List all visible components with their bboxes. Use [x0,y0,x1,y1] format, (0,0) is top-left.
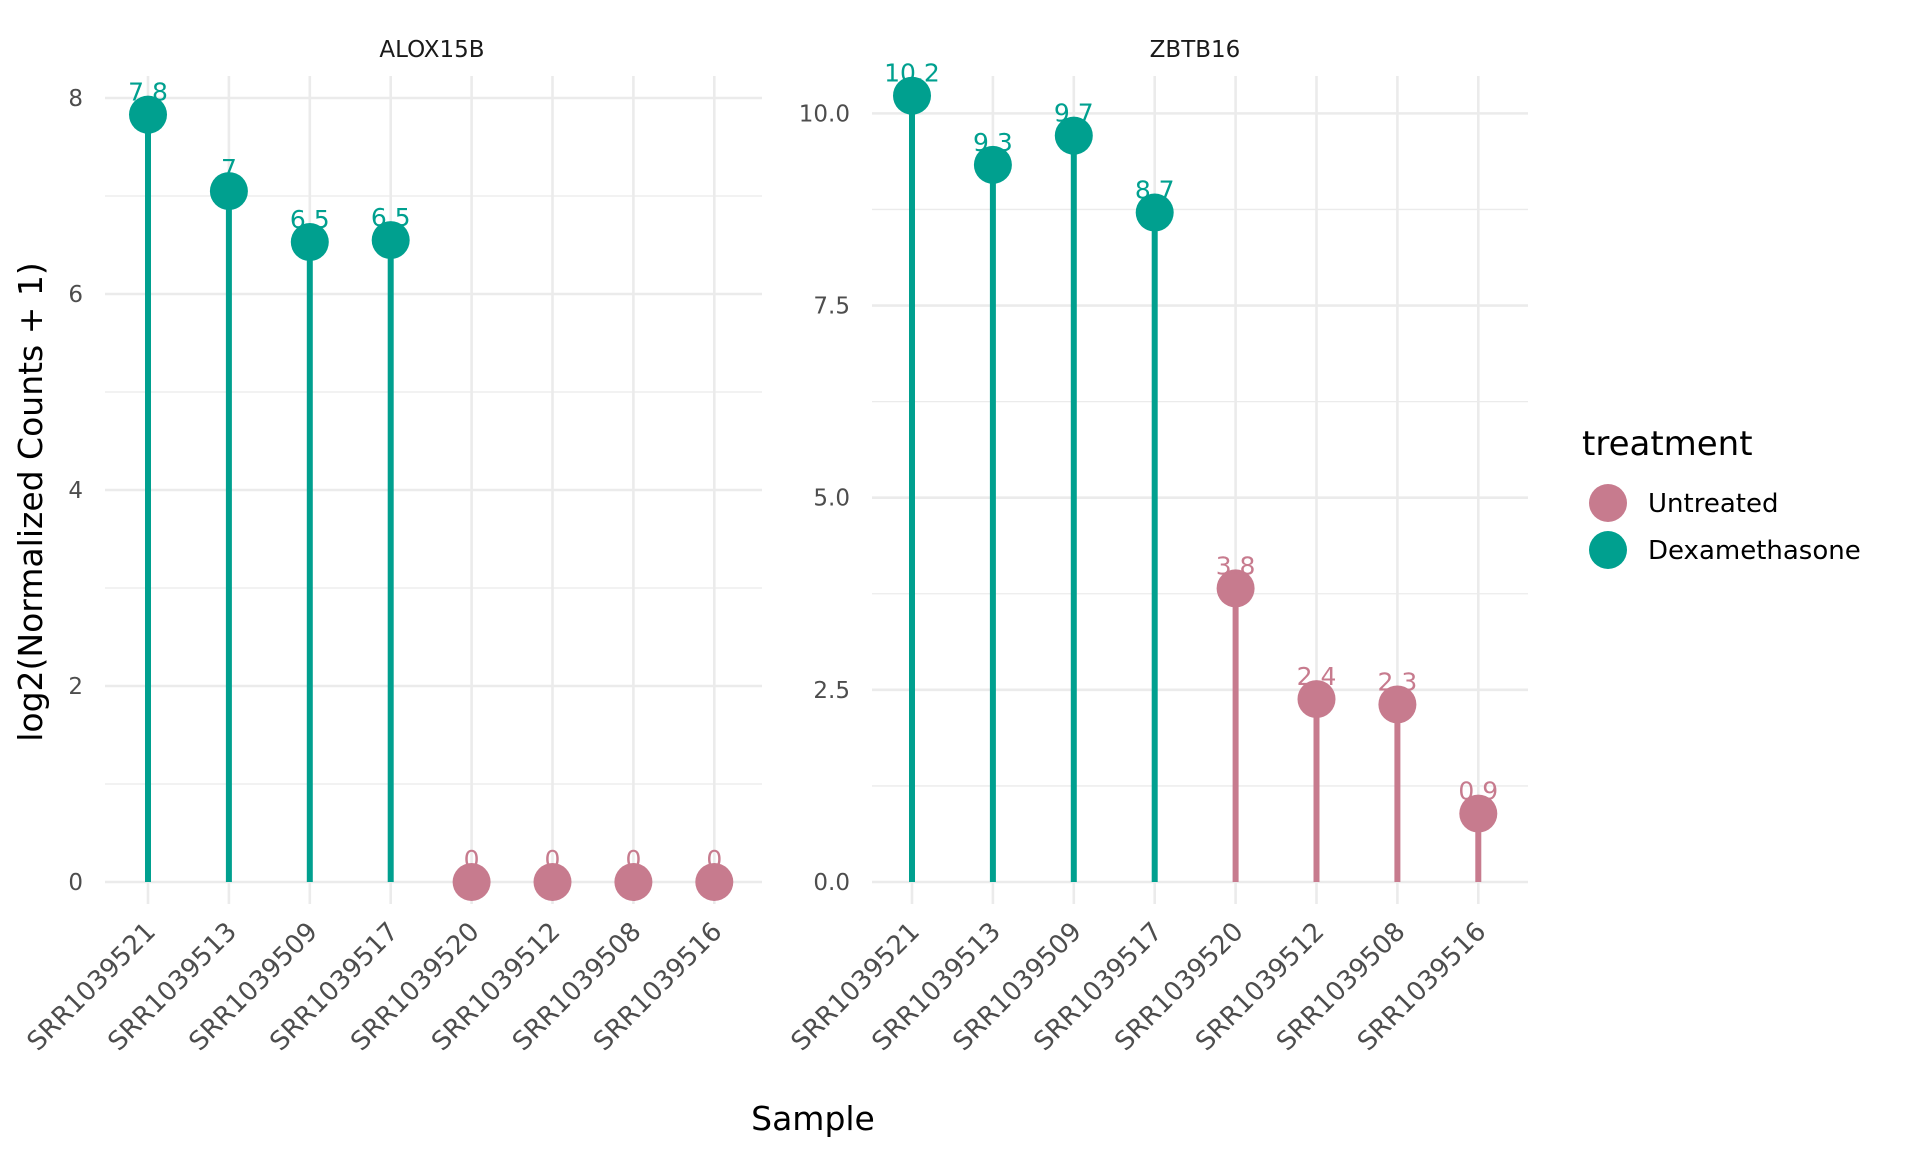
y-tick-label: 7.5 [813,294,850,320]
lollipop-point [1459,794,1498,833]
panel-title: ZBTB16 [1150,37,1241,63]
value-label: 0 [625,845,641,874]
legend-title: treatment [1582,424,1753,464]
value-label: 0 [706,845,722,874]
y-tick-label: 2 [68,674,83,700]
value-label: 6.5 [290,205,330,234]
y-tick-label: 6 [68,282,83,308]
legend: treatment Untreated Dexamethasone [1582,424,1861,569]
value-label: 9.7 [1054,99,1094,128]
lollipop-point [614,863,653,901]
legend-key-point [1589,484,1627,522]
lollipop-point [371,221,410,260]
panel-title: ALOX15B [379,37,484,63]
value-label: 8.7 [1135,176,1175,205]
panel-zbtb16: 0.02.55.07.510.0ZBTB1610.2SRR10395219.3S… [786,37,1528,1057]
y-tick-label: 2.5 [813,678,850,704]
lollipop-point [1135,193,1174,232]
value-label: 2.4 [1297,662,1337,691]
value-label: 2.3 [1378,667,1418,696]
y-tick-label: 4 [68,478,83,504]
y-tick-label: 0.0 [813,870,850,896]
lollipop-point [893,76,931,115]
lollipop-point [1378,685,1417,724]
value-label: 7.8 [128,78,168,107]
lollipop-point [290,223,329,262]
y-tick-label: 5.0 [813,486,850,512]
value-label: 6.5 [371,203,411,232]
value-label: 3.8 [1216,551,1256,580]
lollipop-point [1054,116,1093,155]
legend-key-point [1589,531,1627,569]
legend-item-label: Untreated [1648,489,1778,519]
lollipop-point [1297,680,1336,719]
y-tick-label: 8 [68,86,83,112]
legend-item-label: Dexamethasone [1648,536,1861,566]
value-label: 0.9 [1458,777,1498,806]
lollipop-point [1216,569,1255,608]
y-tick-label: 10.0 [799,101,850,127]
legend-items: Untreated Dexamethasone [1589,484,1861,569]
lollipop-point [129,95,167,134]
value-label: 9.3 [973,128,1013,157]
lollipop-point [209,172,248,211]
value-label: 7 [221,154,237,183]
value-label: 10.2 [884,59,940,88]
lollipop-point [695,863,734,901]
value-label: 0 [545,845,561,874]
y-axis-label: log2(Normalized Counts + 1) [11,262,50,742]
y-tick-label: 0 [68,870,83,896]
lollipop-point [533,863,572,901]
value-label: 0 [464,845,480,874]
panel-alox15b: 02468ALOX15B7.8SRR10395217SRR10395136.5S… [22,37,762,1057]
x-axis-label: Sample [751,1099,875,1138]
lollipop-point [973,145,1012,184]
lollipop-point [452,863,491,901]
